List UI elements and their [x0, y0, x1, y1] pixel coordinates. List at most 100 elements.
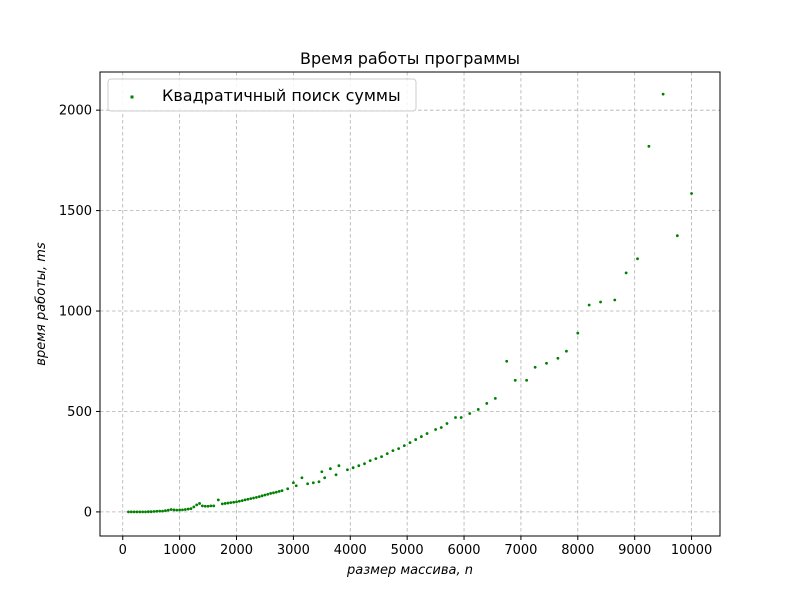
data-point	[235, 500, 238, 504]
data-point	[277, 490, 281, 493]
x-tick-label: 3000	[277, 543, 310, 558]
data-point	[363, 462, 366, 466]
data-point	[263, 493, 267, 497]
data-point	[135, 510, 139, 514]
data-point	[260, 494, 264, 498]
data-point	[149, 510, 153, 514]
ticks-layer: 0 1000 2000 3000 4000 5000 6000 7000 8000 9000 100…	[59, 104, 712, 558]
data-point	[380, 455, 383, 459]
data-point	[306, 482, 310, 486]
y-tick-label: 2000	[59, 104, 92, 119]
data-point	[178, 508, 182, 512]
data-point	[675, 234, 679, 238]
data-point	[186, 507, 190, 511]
data-point	[229, 501, 233, 505]
data-point	[334, 473, 338, 477]
data-point	[311, 481, 315, 485]
data-point	[346, 468, 349, 472]
data-point	[374, 457, 378, 461]
data-point	[337, 464, 341, 468]
x-tick-label: 2000	[220, 543, 253, 558]
data-point	[198, 502, 201, 505]
data-point	[613, 298, 617, 302]
data-point	[587, 303, 591, 307]
data-point	[272, 491, 275, 495]
data-point	[274, 490, 278, 494]
data-point	[385, 452, 389, 456]
data-point	[255, 496, 258, 499]
x-tick-label: 9000	[618, 543, 651, 558]
data-point	[545, 361, 548, 365]
data-point	[212, 504, 216, 508]
data-point	[240, 499, 244, 503]
data-point	[425, 432, 429, 435]
y-tick-label: 1000	[59, 305, 92, 320]
data-point	[397, 447, 401, 451]
data-point	[556, 356, 560, 360]
data-point	[269, 492, 273, 495]
data-point	[166, 508, 170, 512]
data-point	[216, 498, 220, 502]
data-point	[138, 510, 142, 514]
y-tick-label: 0	[84, 505, 92, 520]
data-point	[459, 416, 463, 419]
data-point	[368, 459, 372, 463]
data-point	[200, 504, 204, 508]
x-tick-label: 7000	[504, 543, 537, 558]
data-point	[391, 449, 395, 453]
data-point	[624, 271, 628, 275]
data-point	[132, 510, 136, 514]
data-point	[357, 464, 361, 468]
data-point	[127, 510, 130, 514]
data-point	[419, 435, 423, 438]
data-point	[291, 481, 295, 485]
data-point	[565, 349, 568, 353]
data-point	[402, 444, 406, 448]
chart-title: Время работы программы	[300, 49, 520, 68]
data-point	[243, 498, 247, 502]
data-point	[505, 359, 509, 363]
data-point	[129, 510, 133, 514]
data-point	[454, 416, 457, 419]
x-tick-label: 6000	[447, 543, 480, 558]
y-tick-label: 1500	[59, 204, 92, 219]
data-point	[232, 500, 236, 504]
data-point	[237, 499, 241, 503]
data-point	[246, 497, 250, 501]
data-point	[414, 438, 418, 441]
data-point	[189, 507, 193, 511]
data-point	[317, 480, 321, 484]
data-point	[249, 497, 253, 501]
data-point	[690, 192, 693, 195]
x-tick-label: 8000	[561, 543, 594, 558]
data-point	[257, 495, 261, 499]
x-tick-label: 0	[119, 543, 127, 558]
data-point	[169, 508, 173, 511]
data-point	[476, 408, 480, 411]
data-point	[636, 257, 639, 261]
data-point	[286, 487, 290, 491]
data-point	[468, 412, 472, 415]
data-point	[146, 510, 150, 514]
data-point	[181, 508, 184, 512]
legend-label: Квадратичный поиск суммы	[162, 86, 401, 105]
points-layer	[127, 92, 693, 514]
grid-layer	[100, 72, 720, 536]
data-point	[513, 378, 517, 382]
data-point	[485, 402, 489, 405]
data-point	[141, 510, 145, 514]
legend: Квадратичный поиск суммы	[107, 78, 417, 112]
data-point	[661, 92, 665, 96]
data-point	[164, 509, 167, 513]
data-point	[525, 378, 529, 382]
x-axis-label: размер массива, n	[346, 563, 473, 578]
plot-frame	[99, 71, 721, 537]
data-point	[209, 504, 213, 508]
data-point	[158, 509, 162, 513]
x-tick-label: 4000	[334, 543, 367, 558]
data-point	[439, 426, 443, 429]
data-point	[152, 510, 156, 513]
data-point	[155, 509, 159, 513]
data-point	[226, 501, 230, 505]
